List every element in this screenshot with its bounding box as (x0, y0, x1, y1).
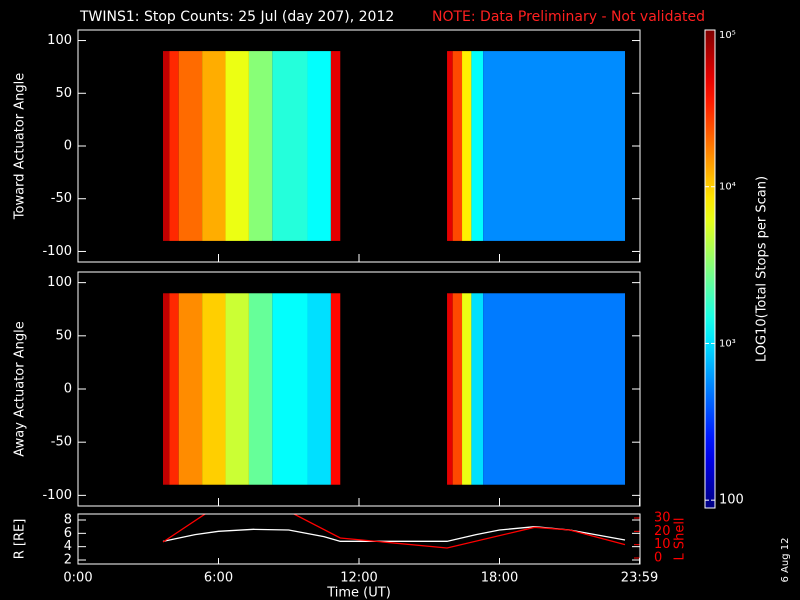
y-tick-label: 0 (64, 139, 72, 154)
heatmap-cell (163, 51, 170, 241)
heatmap-cell (225, 51, 249, 241)
line (162, 526, 626, 542)
y-axis-label: Away Actuator Angle (13, 321, 28, 456)
heatmap-cell (462, 293, 472, 485)
heatmap-cell (447, 293, 453, 485)
heatmap-cell (452, 51, 463, 241)
x-tick-label: 12:00 (340, 571, 377, 586)
heatmap-cell (483, 293, 626, 485)
y2-tick-label: 30 (654, 511, 671, 526)
y2-tick-label: 0 (654, 551, 662, 566)
colorbar-tick-label: 10⁴ (719, 182, 736, 193)
heatmap-cell (248, 293, 273, 485)
title: TWINS1: Stop Counts: 25 Jul (day 207), 2… (79, 9, 394, 25)
y-tick-label: 100 (47, 33, 72, 48)
y-tick-label: 50 (55, 328, 72, 343)
heatmap-cell (248, 51, 273, 241)
colorbar-tick-label: 10⁵ (719, 30, 736, 41)
heatmap-cell (462, 51, 472, 241)
heatmap-cell (330, 293, 341, 485)
colorbar-tick-label: 10³ (719, 338, 736, 349)
heatmap-cell (307, 51, 331, 241)
heatmap-cell (307, 293, 331, 485)
heatmap-cell (163, 293, 170, 485)
y-tick-label: 8 (64, 513, 72, 528)
heatmap-cell (272, 293, 308, 485)
y2-tick-label: 10 (654, 537, 671, 552)
y-tick-label: 2 (64, 553, 72, 568)
heatmap-cell (225, 293, 249, 485)
x-axis-label: Time (UT) (326, 586, 391, 600)
y2-tick-label: 20 (654, 524, 671, 539)
heatmap-cell (471, 293, 484, 485)
y-tick-label: 6 (64, 526, 72, 541)
y-tick-label: 50 (55, 86, 72, 101)
heatmap-cell (471, 51, 484, 241)
heatmap-cell (169, 51, 179, 241)
heatmap-cell (330, 51, 341, 241)
y-axis-label: R [RE] (13, 519, 28, 560)
y-tick-label: -100 (42, 244, 72, 259)
y-tick-label: -50 (51, 191, 72, 206)
line (162, 514, 626, 549)
y-tick-label: -100 (42, 488, 72, 503)
x-tick-label: 18:00 (481, 571, 518, 586)
y-tick-label: 0 (64, 382, 72, 397)
note: NOTE: Data Preliminary - Not validated (432, 9, 705, 25)
x-tick-label: 23:59 (621, 571, 658, 586)
heatmap-cell (202, 293, 226, 485)
x-tick-label: 6:00 (204, 571, 233, 586)
y2-axis-label: L Shell (673, 517, 688, 560)
heatmap-cell (483, 51, 626, 241)
date-stamp: 6 Aug 12 (780, 538, 791, 583)
panel-frame (77, 271, 641, 507)
colorbar-label: LOG10(Total Stops per Scan) (755, 176, 770, 362)
panel-frame (77, 513, 641, 565)
y-axis-label: Toward Actuator Angle (13, 73, 28, 220)
colorbar (704, 29, 716, 509)
y-tick-label: -50 (51, 435, 72, 450)
heatmap-cell (202, 51, 226, 241)
heatmap-cell (272, 51, 308, 241)
heatmap-cell (178, 293, 203, 485)
colorbar-tick-label: 100 (719, 493, 744, 508)
panel-frame (77, 29, 641, 263)
heatmap-cell (447, 51, 453, 241)
heatmap-cell (452, 293, 463, 485)
x-tick-label: 0:00 (63, 571, 92, 586)
heatmap-cell (169, 293, 179, 485)
heatmap-cell (178, 51, 203, 241)
y-tick-label: 4 (64, 539, 72, 554)
y-tick-label: 100 (47, 275, 72, 290)
